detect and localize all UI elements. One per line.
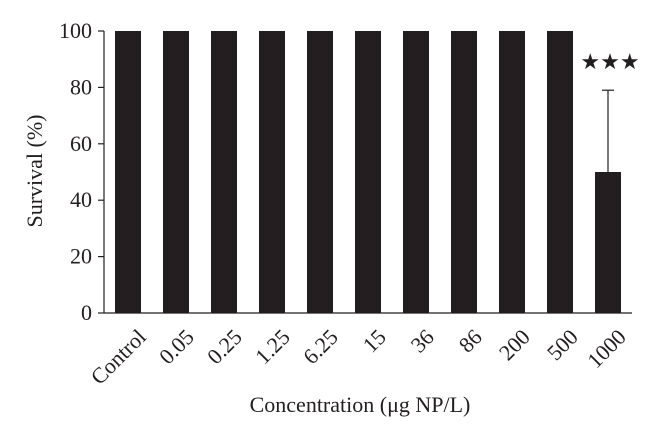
significance-stars: ★★★ (580, 49, 639, 74)
bar (403, 31, 429, 313)
bars (115, 31, 621, 313)
bar (499, 31, 525, 313)
annotations: ★★★ (580, 49, 639, 74)
bar (115, 31, 141, 313)
x-tick-label: 0.25 (202, 324, 247, 369)
bar (547, 31, 573, 313)
bar (163, 31, 189, 313)
y-tick-label: 20 (70, 244, 92, 269)
y-tick-label: 80 (70, 74, 92, 99)
y-tick-label: 100 (59, 18, 92, 43)
y-axis-ticks: 0 20 40 60 80 100 (59, 18, 104, 325)
y-axis-title: Survival (%) (22, 114, 47, 227)
bar (451, 31, 477, 313)
bar (595, 172, 621, 313)
x-tick-label: Control (86, 324, 151, 389)
error-bars (602, 89, 614, 172)
x-tick-label: 500 (542, 324, 583, 365)
bar (355, 31, 381, 313)
x-tick-label: 36 (406, 324, 439, 357)
x-axis-tick-labels: Control 0.05 0.25 1.25 6.25 15 36 86 200 500 1000 (86, 324, 631, 389)
x-axis-title: Concentration (μg NP/L) (250, 392, 471, 417)
y-tick-label: 60 (70, 131, 92, 156)
x-tick-label: 1.25 (250, 324, 295, 369)
x-tick-label: 86 (454, 324, 487, 357)
x-tick-label: 6.25 (298, 324, 343, 369)
x-tick-label: 15 (358, 324, 391, 357)
x-tick-label: 200 (494, 324, 535, 365)
y-tick-label: 40 (70, 187, 92, 212)
axes (103, 31, 632, 314)
y-tick-label: 0 (81, 300, 92, 325)
x-tick-label: 1000 (582, 324, 631, 373)
x-tick-label: 0.05 (154, 324, 199, 369)
bar (211, 31, 237, 313)
bar (259, 31, 285, 313)
bar (307, 31, 333, 313)
